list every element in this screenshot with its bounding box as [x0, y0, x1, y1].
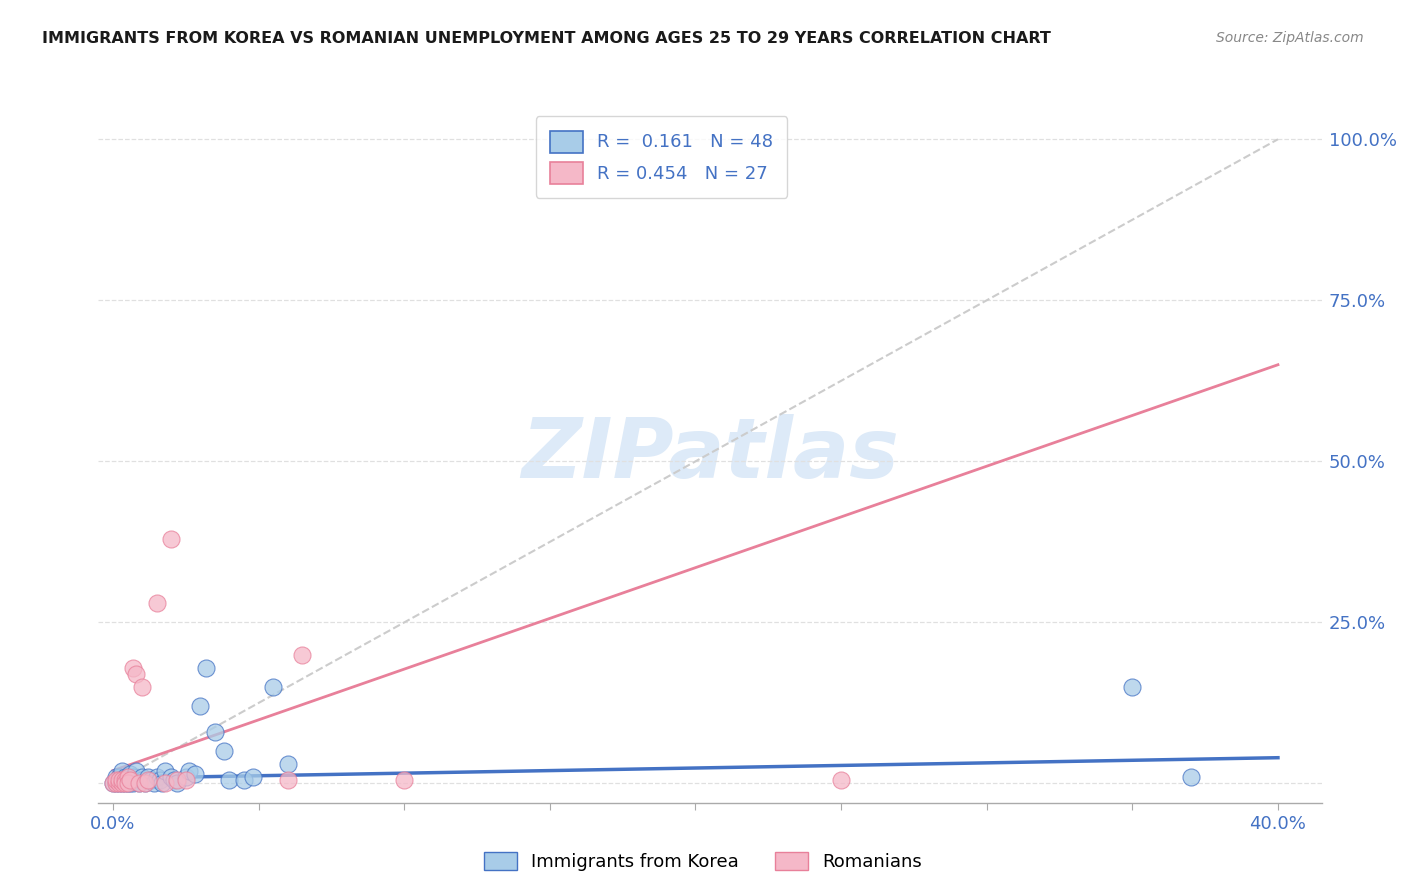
- Point: [122, 660, 145, 674]
- Point: [108, 776, 131, 790]
- Point: [155, 764, 177, 778]
- Point: [108, 776, 131, 790]
- Point: [152, 776, 174, 790]
- Point: [117, 776, 139, 790]
- Point: [1180, 770, 1202, 784]
- Point: [108, 770, 131, 784]
- Point: [111, 776, 134, 790]
- Point: [125, 764, 148, 778]
- Text: IMMIGRANTS FROM KOREA VS ROMANIAN UNEMPLOYMENT AMONG AGES 25 TO 29 YEARS CORRELA: IMMIGRANTS FROM KOREA VS ROMANIAN UNEMPL…: [42, 31, 1052, 46]
- Point: [291, 648, 314, 662]
- Point: [136, 773, 159, 788]
- Point: [120, 776, 142, 790]
- Point: [128, 776, 150, 790]
- Point: [104, 776, 127, 790]
- Point: [128, 776, 150, 790]
- Point: [114, 773, 136, 788]
- Point: [1121, 680, 1143, 694]
- Point: [111, 764, 134, 778]
- Point: [111, 773, 134, 788]
- Point: [131, 680, 153, 694]
- Point: [177, 764, 200, 778]
- Point: [134, 776, 156, 790]
- Legend: Immigrants from Korea, Romanians: Immigrants from Korea, Romanians: [477, 845, 929, 879]
- Point: [111, 773, 134, 788]
- Point: [120, 773, 142, 788]
- Point: [394, 773, 416, 788]
- Point: [104, 770, 127, 784]
- Point: [204, 725, 226, 739]
- Point: [125, 773, 148, 788]
- Point: [830, 773, 852, 788]
- Point: [114, 773, 136, 788]
- Point: [117, 770, 139, 784]
- Point: [277, 773, 299, 788]
- Point: [136, 770, 159, 784]
- Point: [160, 770, 183, 784]
- Point: [101, 776, 124, 790]
- Point: [174, 770, 197, 784]
- Point: [160, 532, 183, 546]
- Point: [262, 680, 284, 694]
- Point: [166, 773, 188, 788]
- Point: [233, 773, 256, 788]
- Point: [134, 776, 156, 790]
- Point: [108, 773, 131, 788]
- Text: Source: ZipAtlas.com: Source: ZipAtlas.com: [1216, 31, 1364, 45]
- Point: [163, 773, 186, 788]
- Point: [139, 773, 162, 788]
- Point: [145, 596, 167, 610]
- Point: [125, 667, 148, 681]
- Point: [131, 770, 153, 784]
- Point: [277, 757, 299, 772]
- Point: [108, 773, 131, 788]
- Point: [104, 776, 127, 790]
- Legend: R =  0.161   N = 48, R = 0.454   N = 27: R = 0.161 N = 48, R = 0.454 N = 27: [536, 116, 787, 198]
- Point: [149, 773, 172, 788]
- Point: [117, 770, 139, 784]
- Point: [174, 773, 197, 788]
- Point: [188, 699, 212, 714]
- Point: [114, 776, 136, 790]
- Point: [104, 773, 127, 788]
- Point: [122, 776, 145, 790]
- Point: [111, 776, 134, 790]
- Point: [114, 770, 136, 784]
- Point: [242, 770, 264, 784]
- Point: [145, 770, 167, 784]
- Point: [117, 776, 139, 790]
- Point: [183, 766, 205, 781]
- Text: ZIPatlas: ZIPatlas: [522, 415, 898, 495]
- Point: [155, 776, 177, 790]
- Point: [122, 770, 145, 784]
- Point: [114, 776, 136, 790]
- Point: [195, 660, 218, 674]
- Point: [218, 773, 240, 788]
- Point: [166, 776, 188, 790]
- Point: [101, 776, 124, 790]
- Point: [212, 744, 235, 758]
- Point: [142, 776, 165, 790]
- Point: [131, 773, 153, 788]
- Point: [120, 766, 142, 781]
